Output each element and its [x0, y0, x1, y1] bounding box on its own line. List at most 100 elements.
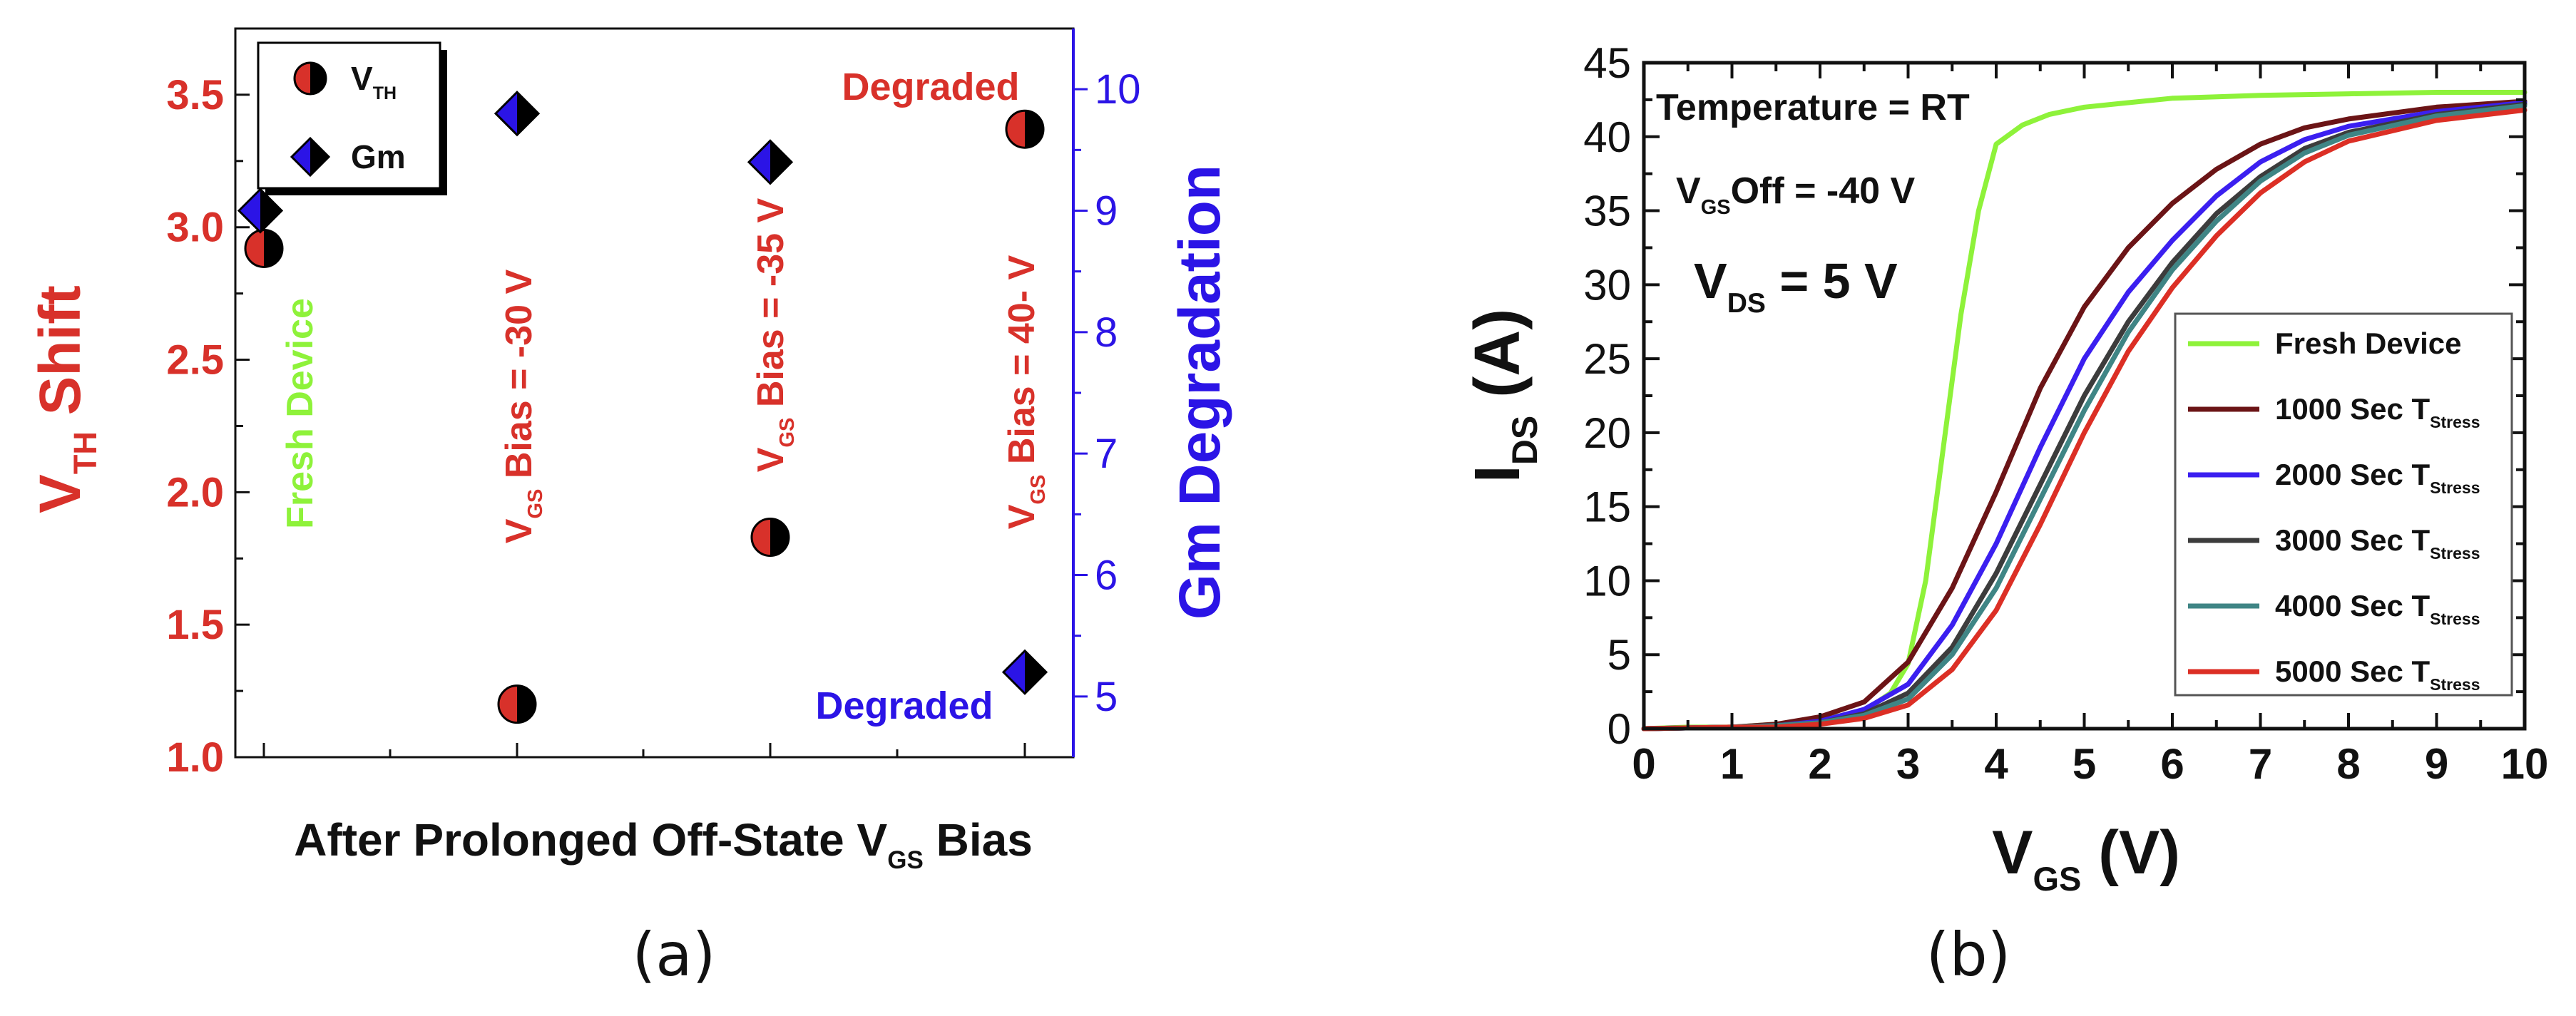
subscript: Stress [2430, 478, 2480, 497]
marker-outline [497, 684, 537, 724]
x-tick-label: 10 [2501, 740, 2549, 788]
marker-outline [290, 136, 331, 178]
x-tick-label: 2 [1808, 740, 1831, 788]
marker-half-left [292, 138, 310, 175]
marker-half-left [499, 685, 517, 723]
y-tick-label: 30 [1583, 261, 1631, 309]
y-tick-label: 20 [1583, 409, 1631, 457]
subscript: DS [1505, 416, 1545, 465]
legend-label-gm: Gm [351, 138, 406, 175]
text-run: 3000 Sec T [2275, 523, 2431, 557]
text-run: I [1462, 465, 1533, 483]
marker-half-right [770, 140, 792, 184]
x-tick-label: 6 [2160, 740, 2184, 788]
text-run: Fresh Device [2275, 327, 2461, 360]
subscript: GS [1701, 196, 1731, 219]
legend-entry: 3000 Sec TStress [2275, 523, 2480, 563]
category-annotation: VGS Bias = -35 V [750, 197, 799, 472]
text-run: Off = -40 V [1731, 170, 1916, 212]
x-axis-title: After Prolonged Off-State VGS Bias [294, 814, 1033, 874]
text-run: Bias = -35 V [750, 197, 792, 417]
text-run: 5000 Sec T [2275, 655, 2431, 688]
text-run: Fresh Device [280, 298, 321, 529]
marker-half-left [295, 63, 310, 94]
subscript: Stress [2430, 413, 2480, 431]
x-axis-title-b: VGS (V) [1992, 819, 2180, 898]
subscript: Stress [2430, 544, 2480, 563]
legend-label-vth: VTH [351, 60, 397, 103]
text-run: V [499, 518, 540, 543]
marker-half-left [496, 92, 517, 135]
y-tick-label: 5 [1608, 631, 1631, 679]
marker-outline [1005, 109, 1045, 149]
marker-half-right [770, 518, 789, 556]
right-tick-label: 7 [1095, 431, 1118, 477]
marker-half-right [310, 63, 326, 94]
text-run: Bias = 40- V [1001, 255, 1043, 474]
y-tick-label: 10 [1583, 557, 1631, 605]
marker-half-right [1025, 650, 1046, 694]
text-run: (V) [2081, 819, 2180, 887]
curve-s1000 [1641, 98, 2528, 732]
y-tick-label: 40 [1583, 113, 1631, 161]
marker-outline [747, 139, 794, 185]
panel-label-a: (a) [632, 920, 715, 990]
x-tick-label: 5 [2072, 740, 2096, 788]
text-run: V [1694, 253, 1727, 309]
gm-point [494, 91, 541, 137]
text-run: V [1676, 170, 1701, 212]
right-tick-label: 10 [1095, 66, 1141, 113]
y-tick-label: 15 [1583, 483, 1631, 531]
legend-entry: 1000 Sec TStress [2275, 392, 2480, 431]
subscript: Stress [2430, 675, 2480, 694]
marker-outline [750, 518, 790, 558]
marker-half-left [239, 189, 260, 232]
y-tick-label: 35 [1583, 188, 1631, 235]
text-run: 2000 Sec T [2275, 458, 2431, 491]
text-run: Bias = -30 V [499, 269, 540, 488]
annotation-vgs-off: VGSOff = -40 V [1676, 170, 1916, 219]
marker-outline [237, 188, 284, 234]
left-tick-label: 3.0 [166, 205, 224, 251]
vth-point [1005, 109, 1045, 149]
subscript: TH [67, 431, 103, 474]
marker-half-right [264, 230, 283, 267]
x-tick-label: 9 [2425, 740, 2448, 788]
degraded-label-blue: Degraded [815, 684, 993, 727]
subscript: GS [524, 489, 547, 519]
text-run: = 5 V [1766, 253, 1898, 309]
vth-point [750, 518, 790, 558]
category-annotation: VGS Bias = 40- V [1001, 255, 1050, 529]
legend-a: VTH Gm [257, 41, 447, 195]
curve-s5000 [1641, 107, 2528, 732]
subscript: DS [1727, 288, 1766, 319]
subscript: GS [887, 846, 924, 874]
marker-half-left [1003, 650, 1025, 694]
annotation-vds: VDS = 5 V [1694, 253, 1898, 319]
right-axis-title: Gm Degradation [1167, 165, 1232, 620]
right-tick-label: 6 [1095, 553, 1118, 599]
left-axis-title: VTH Shift [28, 285, 103, 513]
vth-point [497, 684, 537, 724]
y-axis-title-b: IDS (A) [1462, 309, 1545, 483]
text-run: 4000 Sec T [2275, 589, 2431, 622]
subscript: TH [373, 83, 397, 103]
x-tick-label: 0 [1632, 740, 1655, 788]
text-run: V [28, 474, 93, 513]
marker-outline [1001, 649, 1048, 695]
gm-point [237, 188, 284, 234]
curves [1641, 90, 2528, 732]
vth-point [244, 228, 284, 268]
right-tick-label: 5 [1095, 674, 1118, 720]
annotation-temperature: Temperature = RT [1656, 87, 1970, 128]
marker-half-right [260, 189, 282, 232]
y-tick-label: 0 [1608, 705, 1631, 753]
text-run: Bias [924, 814, 1033, 866]
subscript: GS [776, 418, 799, 448]
legend-box [257, 41, 441, 190]
text-run: V [1992, 819, 2033, 887]
legend-entry: 2000 Sec TStress [2275, 458, 2480, 497]
marker-outline [293, 61, 327, 96]
right-tick-label: 9 [1095, 188, 1118, 235]
